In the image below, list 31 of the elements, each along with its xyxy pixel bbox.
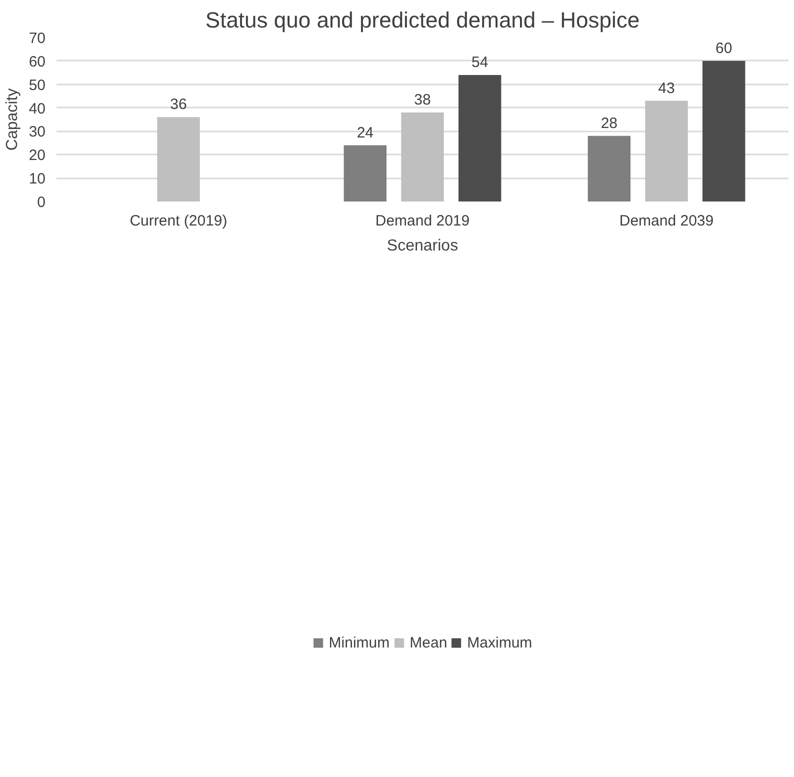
y-axis-title: Capacity [4,88,21,151]
bar [702,60,746,202]
data-label: 38 [414,91,431,108]
data-label: 43 [658,80,675,97]
y-tick-label: 30 [28,124,46,141]
data-label: 54 [472,54,488,71]
x-tick-label: Current (2019) [130,212,228,230]
data-label: 36 [170,96,187,114]
x-axis-title: Scenarios [386,238,458,254]
data-label: 24 [356,124,374,142]
legend-label: Minimum [328,634,390,652]
bar [344,145,387,202]
y-tick-label: 50 [28,76,46,94]
data-label: 28 [600,114,618,132]
chart-title: Status quo and predicted demand – Hospice [205,8,640,32]
x-tick-label: Demand 2039 [619,212,714,230]
bar [401,112,444,202]
y-tick-label: 60 [28,53,46,70]
y-tick-label: 10 [28,170,46,188]
bar [588,136,631,202]
data-label: 60 [716,40,732,57]
y-tick-label: 40 [28,100,46,118]
y-tick-label: 0 [37,194,46,211]
bar [157,117,200,202]
bar [645,100,688,202]
bar [458,74,502,202]
legend-label: Maximum [467,634,532,652]
x-tick-label: Demand 2019 [375,212,470,230]
y-tick-label: 70 [28,30,46,47]
legend-label: Mean [410,634,448,652]
y-tick-label: 20 [28,147,46,164]
